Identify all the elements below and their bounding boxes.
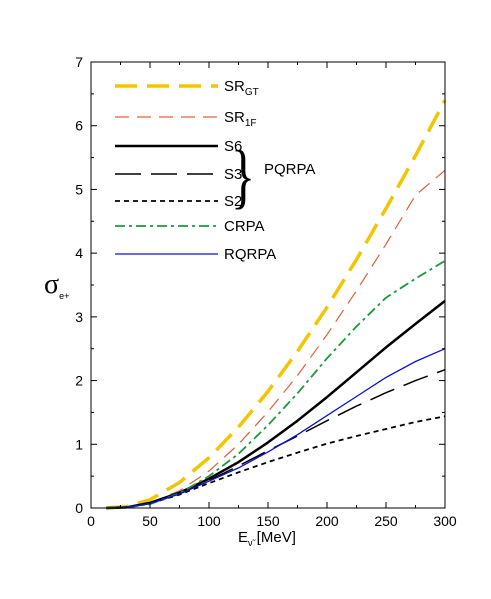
series-line-s3 xyxy=(106,368,446,509)
x-axis-label-unit: [MeV] xyxy=(253,529,296,546)
series-line-s6 xyxy=(106,299,446,510)
series-line-sr-gt xyxy=(106,99,447,510)
legend-label: SRGT xyxy=(224,78,259,98)
legend-label-main: S6 xyxy=(224,138,242,155)
x-tick-label: 0 xyxy=(87,513,95,529)
axis-ticks: 0 50 100 150 200 250 300 0 1 2 3 4 5 6 7 xyxy=(75,54,457,529)
y-axis-label: σe+ xyxy=(44,269,69,301)
legend-label-main: S2 xyxy=(224,193,242,210)
x-tick-label: 150 xyxy=(256,513,280,529)
x-tick-label: 200 xyxy=(315,513,339,529)
legend-label-main: RQRPA xyxy=(224,246,276,263)
y-tick-label: 7 xyxy=(75,54,83,70)
legend-label: S3 xyxy=(224,166,242,183)
legend-label-sub: 1F xyxy=(245,118,257,129)
y-tick-label: 3 xyxy=(75,309,83,325)
x-tick-label: 250 xyxy=(374,513,398,529)
pqrpa-brace: } xyxy=(231,137,255,216)
x-axis-label-sub: ν̃ xyxy=(248,538,257,548)
y-tick-label: 1 xyxy=(75,436,83,452)
y-axis-label-main: σ xyxy=(44,269,59,300)
series-line-rqrpa xyxy=(106,348,446,509)
y-tick-label: 6 xyxy=(75,118,83,134)
legend-label-main: CRPA xyxy=(224,218,265,235)
legend-label-main: SR xyxy=(224,109,245,126)
y-tick-label: 5 xyxy=(75,181,83,197)
legend-label-main: S3 xyxy=(224,166,242,183)
x-axis-label-main: E xyxy=(238,529,248,546)
series-line-s2 xyxy=(106,415,446,509)
series-line-crpa xyxy=(106,260,446,509)
legend-label-main: SR xyxy=(224,78,245,95)
legend-label: SR1F xyxy=(224,109,257,129)
legend-label: CRPA xyxy=(224,218,265,235)
pqrpa-group-label: PQRPA xyxy=(264,161,315,178)
legend-label-sub: GT xyxy=(245,87,259,98)
y-tick-label: 2 xyxy=(75,373,83,389)
legend-label: S6 xyxy=(224,138,242,155)
series-line-sr-1f xyxy=(106,169,446,509)
x-tick-label: 50 xyxy=(142,513,158,529)
legend-label: S2 xyxy=(224,193,242,210)
legend-label: RQRPA xyxy=(224,246,276,263)
x-tick-label: 100 xyxy=(197,513,221,529)
x-tick-label: 300 xyxy=(433,513,457,529)
y-tick-label: 0 xyxy=(75,500,83,516)
x-axis-label: Eν̃ [MeV] xyxy=(238,529,296,548)
y-axis-label-sub: e+ xyxy=(59,291,69,301)
y-tick-label: 4 xyxy=(75,245,83,261)
